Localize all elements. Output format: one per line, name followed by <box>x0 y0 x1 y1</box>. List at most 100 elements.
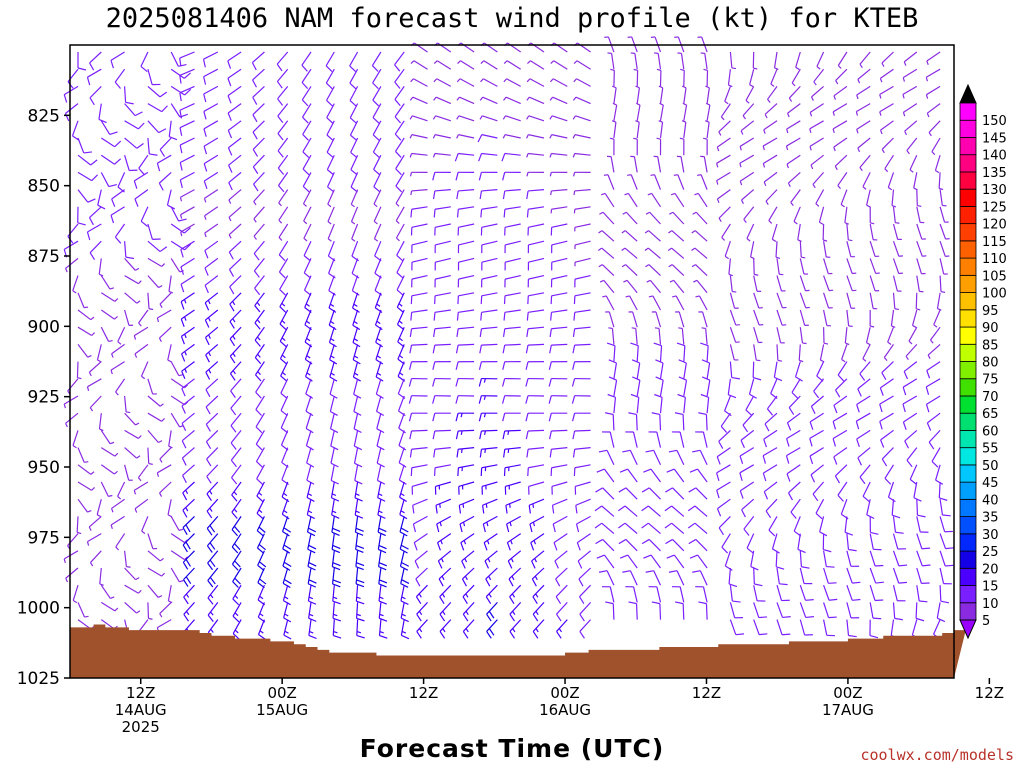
barb-half-feather <box>679 137 685 140</box>
wind-barb <box>377 516 387 537</box>
wind-barb <box>718 206 731 222</box>
wind-barb <box>729 585 741 603</box>
barb-feather <box>922 564 931 567</box>
barb-feather <box>437 560 443 569</box>
barb-feather <box>326 134 334 141</box>
wind-barb <box>124 155 138 172</box>
colorbar-swatch <box>959 550 977 569</box>
wind-barb <box>823 584 838 601</box>
barb-feather <box>412 523 417 533</box>
wind-barb <box>400 602 409 623</box>
barb-half-feather <box>210 628 214 633</box>
barb-feather <box>433 209 436 218</box>
wind-barb <box>227 85 242 104</box>
barb-staff <box>706 362 711 379</box>
wind-barb <box>167 585 173 604</box>
wind-barb <box>170 51 187 67</box>
wind-barb <box>502 189 521 200</box>
wind-barb <box>228 154 242 173</box>
wind-barb <box>739 447 755 465</box>
barb-staff <box>411 152 428 156</box>
barb-staff <box>574 447 591 450</box>
wind-barb <box>775 241 781 259</box>
wind-barb <box>527 60 545 70</box>
barb-feather <box>526 328 529 337</box>
barb-staff <box>729 327 737 343</box>
wind-barb <box>799 258 809 275</box>
barb-feather <box>875 581 884 584</box>
barb-half-feather <box>835 80 839 85</box>
barb-feather <box>554 560 559 569</box>
barb-staff <box>411 429 428 432</box>
wind-barb <box>596 468 615 483</box>
barb-staff <box>100 447 116 457</box>
colorbar-label: 125 <box>982 200 1007 215</box>
barb-staff <box>147 378 154 395</box>
barb-feather <box>308 544 317 550</box>
wind-barb <box>307 550 317 571</box>
barb-feather <box>551 505 555 514</box>
barb-feather <box>651 601 660 605</box>
wind-barb <box>179 51 195 67</box>
barb-feather <box>898 581 907 584</box>
barb-staff <box>207 550 219 564</box>
wind-barb <box>902 395 918 413</box>
wind-barb <box>741 498 755 518</box>
wind-barb <box>207 584 219 605</box>
wind-barb <box>110 498 125 513</box>
barb-staff <box>206 464 219 477</box>
barb-staff <box>775 550 778 567</box>
wind-barb <box>409 115 428 122</box>
wind-barb <box>691 264 708 277</box>
barb-half-feather <box>905 355 909 361</box>
barb-staff <box>304 326 312 343</box>
wind-barb <box>752 51 758 70</box>
barb-half-feather <box>331 493 337 497</box>
barb-staff <box>434 189 451 192</box>
wind-barb <box>641 522 661 535</box>
barb-staff <box>147 137 150 154</box>
barb-feather <box>902 421 907 430</box>
wind-barb <box>729 292 739 309</box>
barb-staff <box>100 275 111 290</box>
wind-barb <box>856 120 871 134</box>
barb-half-feather <box>86 386 90 391</box>
wind-barb <box>89 550 102 567</box>
wind-barb <box>716 481 731 499</box>
barb-feather <box>394 133 402 141</box>
barb-feather <box>229 321 235 329</box>
wind-barb <box>716 171 731 185</box>
wind-barb <box>410 78 428 87</box>
wind-barb <box>504 240 521 254</box>
wind-barb <box>688 538 708 552</box>
barb-half-feather <box>621 230 626 234</box>
wind-barb <box>133 481 149 495</box>
barb-staff <box>166 189 172 206</box>
barb-feather <box>462 596 468 605</box>
barb-half-feather <box>611 120 617 123</box>
wind-barb <box>396 292 405 313</box>
barb-staff <box>397 395 405 412</box>
barb-feather <box>308 600 317 605</box>
barb-staff <box>373 206 382 222</box>
barb-staff <box>926 103 941 114</box>
barb-feather <box>400 527 409 533</box>
wind-barb <box>433 78 452 87</box>
wind-barb <box>595 538 615 552</box>
wind-barb <box>158 171 172 191</box>
barb-staff <box>372 137 382 153</box>
barb-staff <box>257 550 265 566</box>
barb-half-feather <box>63 403 66 409</box>
barb-staff <box>823 584 830 601</box>
barb-staff <box>902 378 918 388</box>
wind-barb <box>846 533 857 552</box>
barb-staff <box>63 550 79 560</box>
wind-barb <box>532 601 545 622</box>
wind-barb <box>100 430 115 445</box>
barb-staff <box>611 328 615 345</box>
barb-staff <box>352 309 359 326</box>
wind-barb <box>100 309 118 320</box>
barb-staff <box>555 567 568 580</box>
wind-barb <box>700 155 708 173</box>
barb-half-feather <box>161 572 165 577</box>
